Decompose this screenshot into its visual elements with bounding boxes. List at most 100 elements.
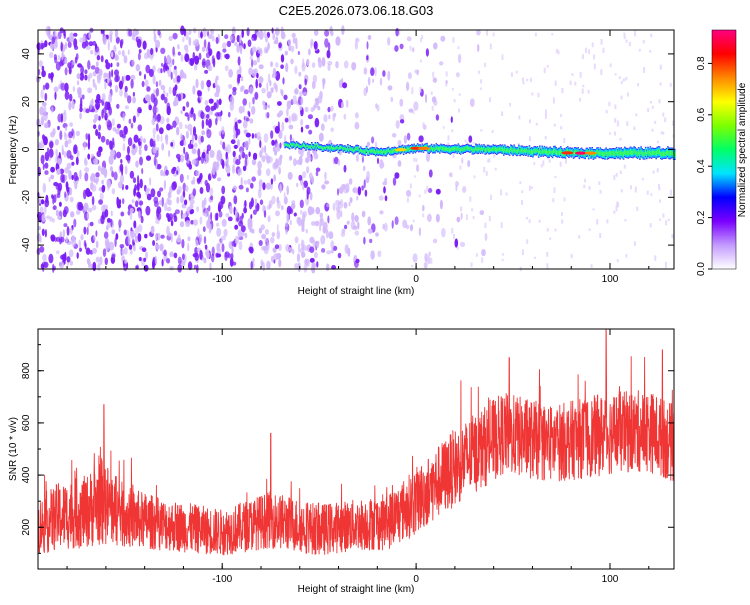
spectrogram-noise-cell: [208, 34, 213, 40]
spectrogram-noise-cell: [255, 78, 258, 89]
spectrogram-noise-cell: [144, 79, 149, 88]
spectrogram-noise-cell: [505, 192, 508, 196]
spectrogram-noise-cell: [622, 78, 625, 82]
spectrogram-noise-cell: [168, 86, 172, 95]
spectrogram-noise-cell: [254, 198, 258, 206]
spectrogram-noise-cell: [276, 253, 282, 260]
x-tick-label: 100: [602, 274, 619, 285]
spectrogram-noise-cell: [187, 242, 190, 252]
spectrogram-noise-cell: [101, 179, 104, 185]
colorbar-tick-label: 0.2: [696, 210, 707, 224]
spectrogram-noise-cell: [201, 200, 205, 210]
spectrogram-noise-cell: [190, 220, 194, 225]
spectrogram-noise-cell: [132, 244, 136, 252]
spectrogram-noise-cell: [195, 78, 199, 89]
spectrogram-noise-cell: [232, 185, 237, 191]
spectrogram-noise-cell: [435, 188, 441, 195]
spectrogram-noise-cell: [185, 130, 189, 139]
spectrogram-noise-cell: [320, 123, 325, 131]
spectrogram-noise-cell: [189, 58, 195, 66]
spectrogram-noise-cell: [233, 134, 236, 139]
spectrogram-noise-cell: [63, 223, 68, 228]
spectrogram-track-cell: [607, 152, 610, 157]
spectrogram-noise-cell: [64, 191, 67, 198]
spectrogram-noise-cell: [324, 38, 329, 48]
spectrogram-noise-cell: [111, 118, 115, 127]
spectrogram-noise-cell: [116, 123, 121, 129]
spectrogram-noise-cell: [132, 144, 136, 149]
spectrogram-noise-cell: [192, 85, 196, 95]
spectrogram-noise-cell: [192, 126, 197, 136]
spectrogram-noise-cell: [218, 242, 221, 249]
spectrogram-noise-cell: [177, 256, 182, 265]
spectrogram-noise-cell: [183, 146, 186, 155]
spectrogram-noise-cell: [76, 252, 79, 259]
spectrogram-noise-cell: [41, 228, 45, 236]
spectrogram-noise-cell: [105, 138, 110, 146]
spectrogram-noise-cell: [217, 204, 222, 213]
spectrogram-noise-cell: [546, 263, 549, 269]
spectrogram-noise-cell: [367, 216, 372, 226]
spectrogram-noise-cell: [114, 237, 117, 248]
spectrogram-noise-cell: [578, 235, 581, 239]
spectrogram-noise-cell: [251, 176, 256, 182]
spectrogram-noise-cell: [54, 91, 57, 101]
spectrogram-noise-cell: [76, 73, 81, 80]
spectrogram-noise-cell: [179, 121, 183, 130]
spectrogram-noise-cell: [173, 252, 178, 259]
spectrogram-noise-cell: [481, 257, 484, 263]
spectrogram-noise-cell: [104, 101, 110, 110]
spectrogram-noise-cell: [144, 144, 148, 152]
spectrogram-track-cell: [378, 150, 381, 154]
spectrogram-noise-cell: [464, 139, 467, 143]
spectrogram-track-cell: [535, 149, 538, 153]
spectrogram-noise-cell: [455, 72, 460, 78]
spectrogram-noise-cell: [647, 108, 650, 113]
spectrogram-noise-cell: [620, 80, 623, 84]
spectrogram-noise-cell: [76, 201, 82, 211]
spectrogram-noise-cell: [172, 46, 175, 56]
spectrogram-noise-cell: [172, 100, 177, 107]
spectrogram-track-cell: [323, 146, 326, 149]
spectrogram-noise-cell: [445, 84, 448, 87]
spectrogram-noise-cell: [616, 259, 619, 263]
spectrogram-noise-cell: [50, 166, 55, 173]
spectrogram-noise-cell: [337, 159, 341, 166]
spectrogram-noise-cell: [64, 167, 70, 174]
spectrogram-track-cell: [342, 147, 344, 151]
spectrogram-noise-cell: [246, 27, 250, 37]
spectrogram-noise-cell: [181, 239, 185, 249]
spectrogram-noise-cell: [525, 216, 528, 220]
spectrogram-noise-cell: [656, 140, 659, 144]
spectrogram-track-cell: [312, 145, 314, 148]
spectrogram-noise-cell: [107, 76, 110, 84]
spectrogram-noise-cell: [435, 114, 440, 121]
spectrogram-noise-cell: [258, 179, 263, 187]
spectrogram-noise-cell: [121, 50, 125, 57]
spectrogram-noise-cell: [200, 154, 204, 164]
spectrogram-noise-cell: [314, 117, 320, 128]
spectrogram-noise-cell: [45, 82, 50, 90]
spectrogram-noise-cell: [462, 186, 467, 193]
spectrogram-track-cell: [600, 151, 603, 156]
spectrogram-noise-cell: [465, 214, 468, 220]
spectrogram-noise-cell: [72, 86, 75, 92]
spectrogram-noise-cell: [215, 164, 218, 173]
spectrogram-signal-track: [284, 141, 676, 160]
spectrogram-noise-cell: [177, 185, 182, 193]
spectrogram-noise-cell: [545, 109, 547, 115]
spectrogram-noise-cell: [184, 151, 189, 161]
spectrogram-noise-cell: [320, 235, 326, 245]
spectrogram-noise-cell: [544, 114, 547, 119]
spectrogram-noise-cell: [93, 124, 97, 130]
spectrogram-noise-cell: [158, 79, 162, 87]
spectrogram-noise-cell: [187, 261, 193, 271]
spectrogram-noise-cell: [322, 79, 325, 90]
spectrogram-noise-cell: [593, 63, 596, 70]
snr-series-line: [37, 328, 675, 556]
spectrogram-noise-cell: [258, 76, 264, 84]
spectrogram-noise-cell: [177, 93, 182, 102]
spectrogram-track-cell: [490, 148, 492, 152]
spectrogram-noise-cell: [637, 83, 640, 87]
spectrogram-noise-cell: [646, 190, 649, 195]
